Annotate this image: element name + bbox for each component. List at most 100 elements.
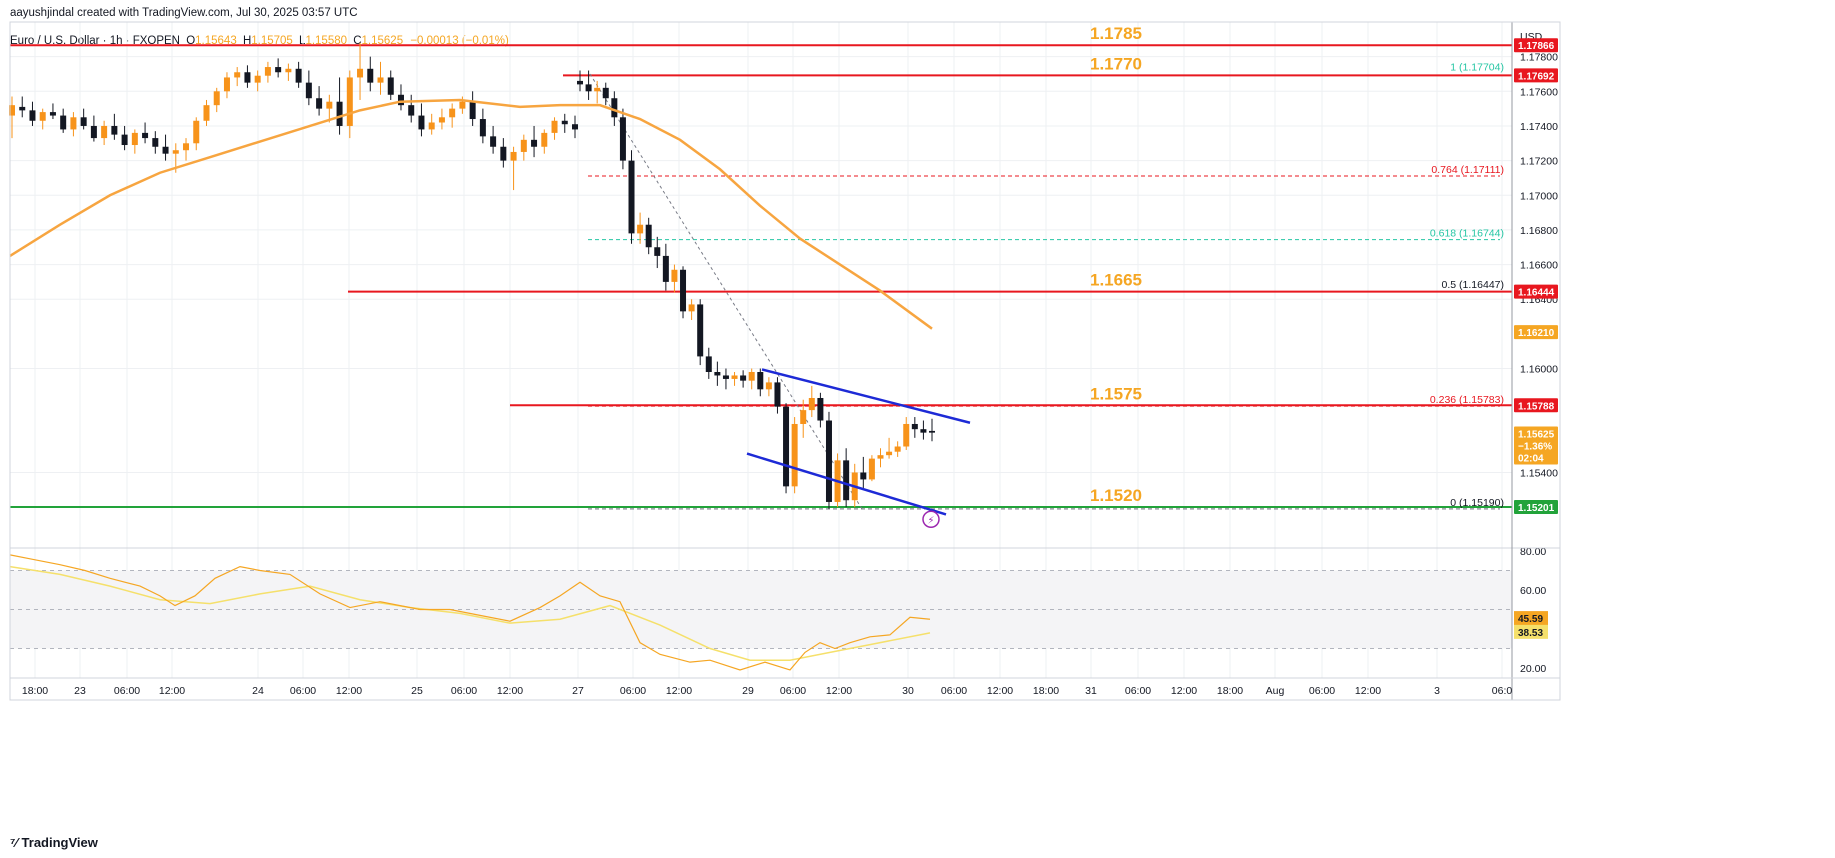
candle-body [234, 72, 241, 78]
x-tick-label: 06:00 [620, 685, 646, 697]
candle-body [193, 120, 200, 144]
x-tick-label: 12:00 [666, 685, 692, 697]
x-tick-label: 12:00 [159, 685, 185, 697]
tradingview-logo-icon: ⁷⁄ [10, 835, 18, 850]
open-label: O [186, 35, 196, 47]
candle-body [152, 138, 159, 147]
price-label-bg [1514, 398, 1558, 413]
candle-body [817, 397, 824, 421]
candle-body [611, 98, 618, 118]
candle-body [397, 94, 404, 106]
candlesticks [9, 42, 935, 509]
rsi-value-bg [1514, 611, 1548, 626]
rsi-ma-line [9, 565, 931, 661]
candle-body [408, 105, 415, 116]
candle-body [791, 423, 798, 487]
x-tick-label: 30 [902, 685, 914, 697]
x-tick-label: Aug [1266, 685, 1285, 697]
rsi-ma-value-label: 38.53 [1518, 628, 1543, 639]
candle-body [316, 98, 323, 109]
attribution-header: aayushjindal created with TradingView.co… [10, 7, 358, 19]
candle-body [418, 115, 425, 130]
y-tick-label: 1.16800 [1520, 225, 1558, 237]
candle-body [929, 430, 935, 433]
x-tick-label: 12:00 [987, 685, 1013, 697]
candle-body [49, 112, 56, 116]
candle-body [244, 72, 251, 83]
price-label-bg [1514, 284, 1558, 299]
candle-body [101, 125, 108, 139]
candle-body [680, 269, 687, 312]
rsi-tick-label: 60.00 [1520, 585, 1546, 597]
candle-body [275, 67, 282, 73]
fib-label: 0.5 (1.16447) [1442, 279, 1504, 291]
price-label-bg [1514, 325, 1558, 340]
candle-body [697, 304, 704, 357]
candle-body [748, 372, 755, 381]
candle-body [162, 146, 169, 154]
candle-body [585, 84, 592, 92]
candle-body [572, 124, 578, 130]
x-tick-label: 18:00 [1033, 685, 1059, 697]
candle-body [903, 423, 910, 447]
candle-body [142, 132, 149, 139]
candle-body [577, 80, 583, 85]
candle-body [594, 87, 601, 92]
level-label: 1.1665 [1090, 271, 1142, 290]
candle-body [714, 372, 721, 376]
level-label: 1.1520 [1090, 486, 1142, 505]
candle-body [551, 120, 558, 133]
candle-body [305, 82, 312, 99]
candle-body [326, 101, 333, 109]
candle-body [500, 146, 507, 161]
candle-body [740, 375, 747, 381]
level-label: 1.1785 [1090, 24, 1142, 43]
candle-body [172, 150, 179, 154]
candle-body [131, 132, 138, 146]
x-tick-label: 31 [1085, 685, 1097, 697]
candle-body [60, 115, 67, 130]
price-label: 02:04 [1518, 454, 1544, 465]
x-tick-label: 18:00 [1217, 685, 1243, 697]
candle-body [203, 105, 210, 121]
fib-levels: 1 (1.17704) 0.764 (1.17111) 0.618 (1.16744… [588, 61, 1504, 510]
candle-body [877, 455, 884, 459]
x-tick-label: 12:00 [336, 685, 362, 697]
candle-body [80, 117, 87, 126]
chart-overlays: ⚡ [9, 98, 971, 529]
candle-body [619, 117, 626, 161]
candle-body [671, 269, 678, 282]
x-tick-label: 06:00 [1125, 685, 1151, 697]
price-label: −1.36% [1518, 442, 1552, 453]
candle-body [387, 77, 394, 95]
ohlc-legend: Euro / U.S. Dollar · 1h · FXOPEN O1.1564… [10, 35, 509, 47]
candle-body [264, 67, 271, 76]
y-tick-label: 1.17800 [1520, 52, 1558, 64]
x-tick-label: 12:00 [1171, 685, 1197, 697]
x-tick-label: 29 [742, 685, 754, 697]
candle-body [9, 105, 15, 116]
candle-body [90, 125, 97, 139]
trendline [761, 368, 971, 424]
rsi-value-label: 45.59 [1518, 614, 1543, 625]
x-tick-label: 06:00 [941, 685, 967, 697]
close-value: 1.15625 [361, 35, 404, 47]
candle-body [295, 68, 302, 83]
level-label: 1.1575 [1090, 384, 1142, 403]
symbol-name[interactable]: Euro / U.S. Dollar · 1h · FXOPEN [10, 35, 180, 47]
x-tick-label: 12:00 [826, 685, 852, 697]
price-label: 1.15625 [1518, 430, 1555, 441]
x-tick-label: 27 [572, 685, 584, 697]
candle-body [336, 101, 343, 126]
candle-body [541, 132, 548, 147]
level-label: 1.1770 [1090, 54, 1142, 73]
grid-lines [10, 22, 1512, 678]
low-value: 1.15580 [305, 35, 348, 47]
candle-body [111, 125, 118, 135]
price-label: 1.16444 [1518, 288, 1555, 299]
trendline [746, 452, 947, 516]
x-tick-label: 06:00 [290, 685, 316, 697]
candle-body [654, 247, 661, 256]
x-tick-label: 12:00 [497, 685, 523, 697]
